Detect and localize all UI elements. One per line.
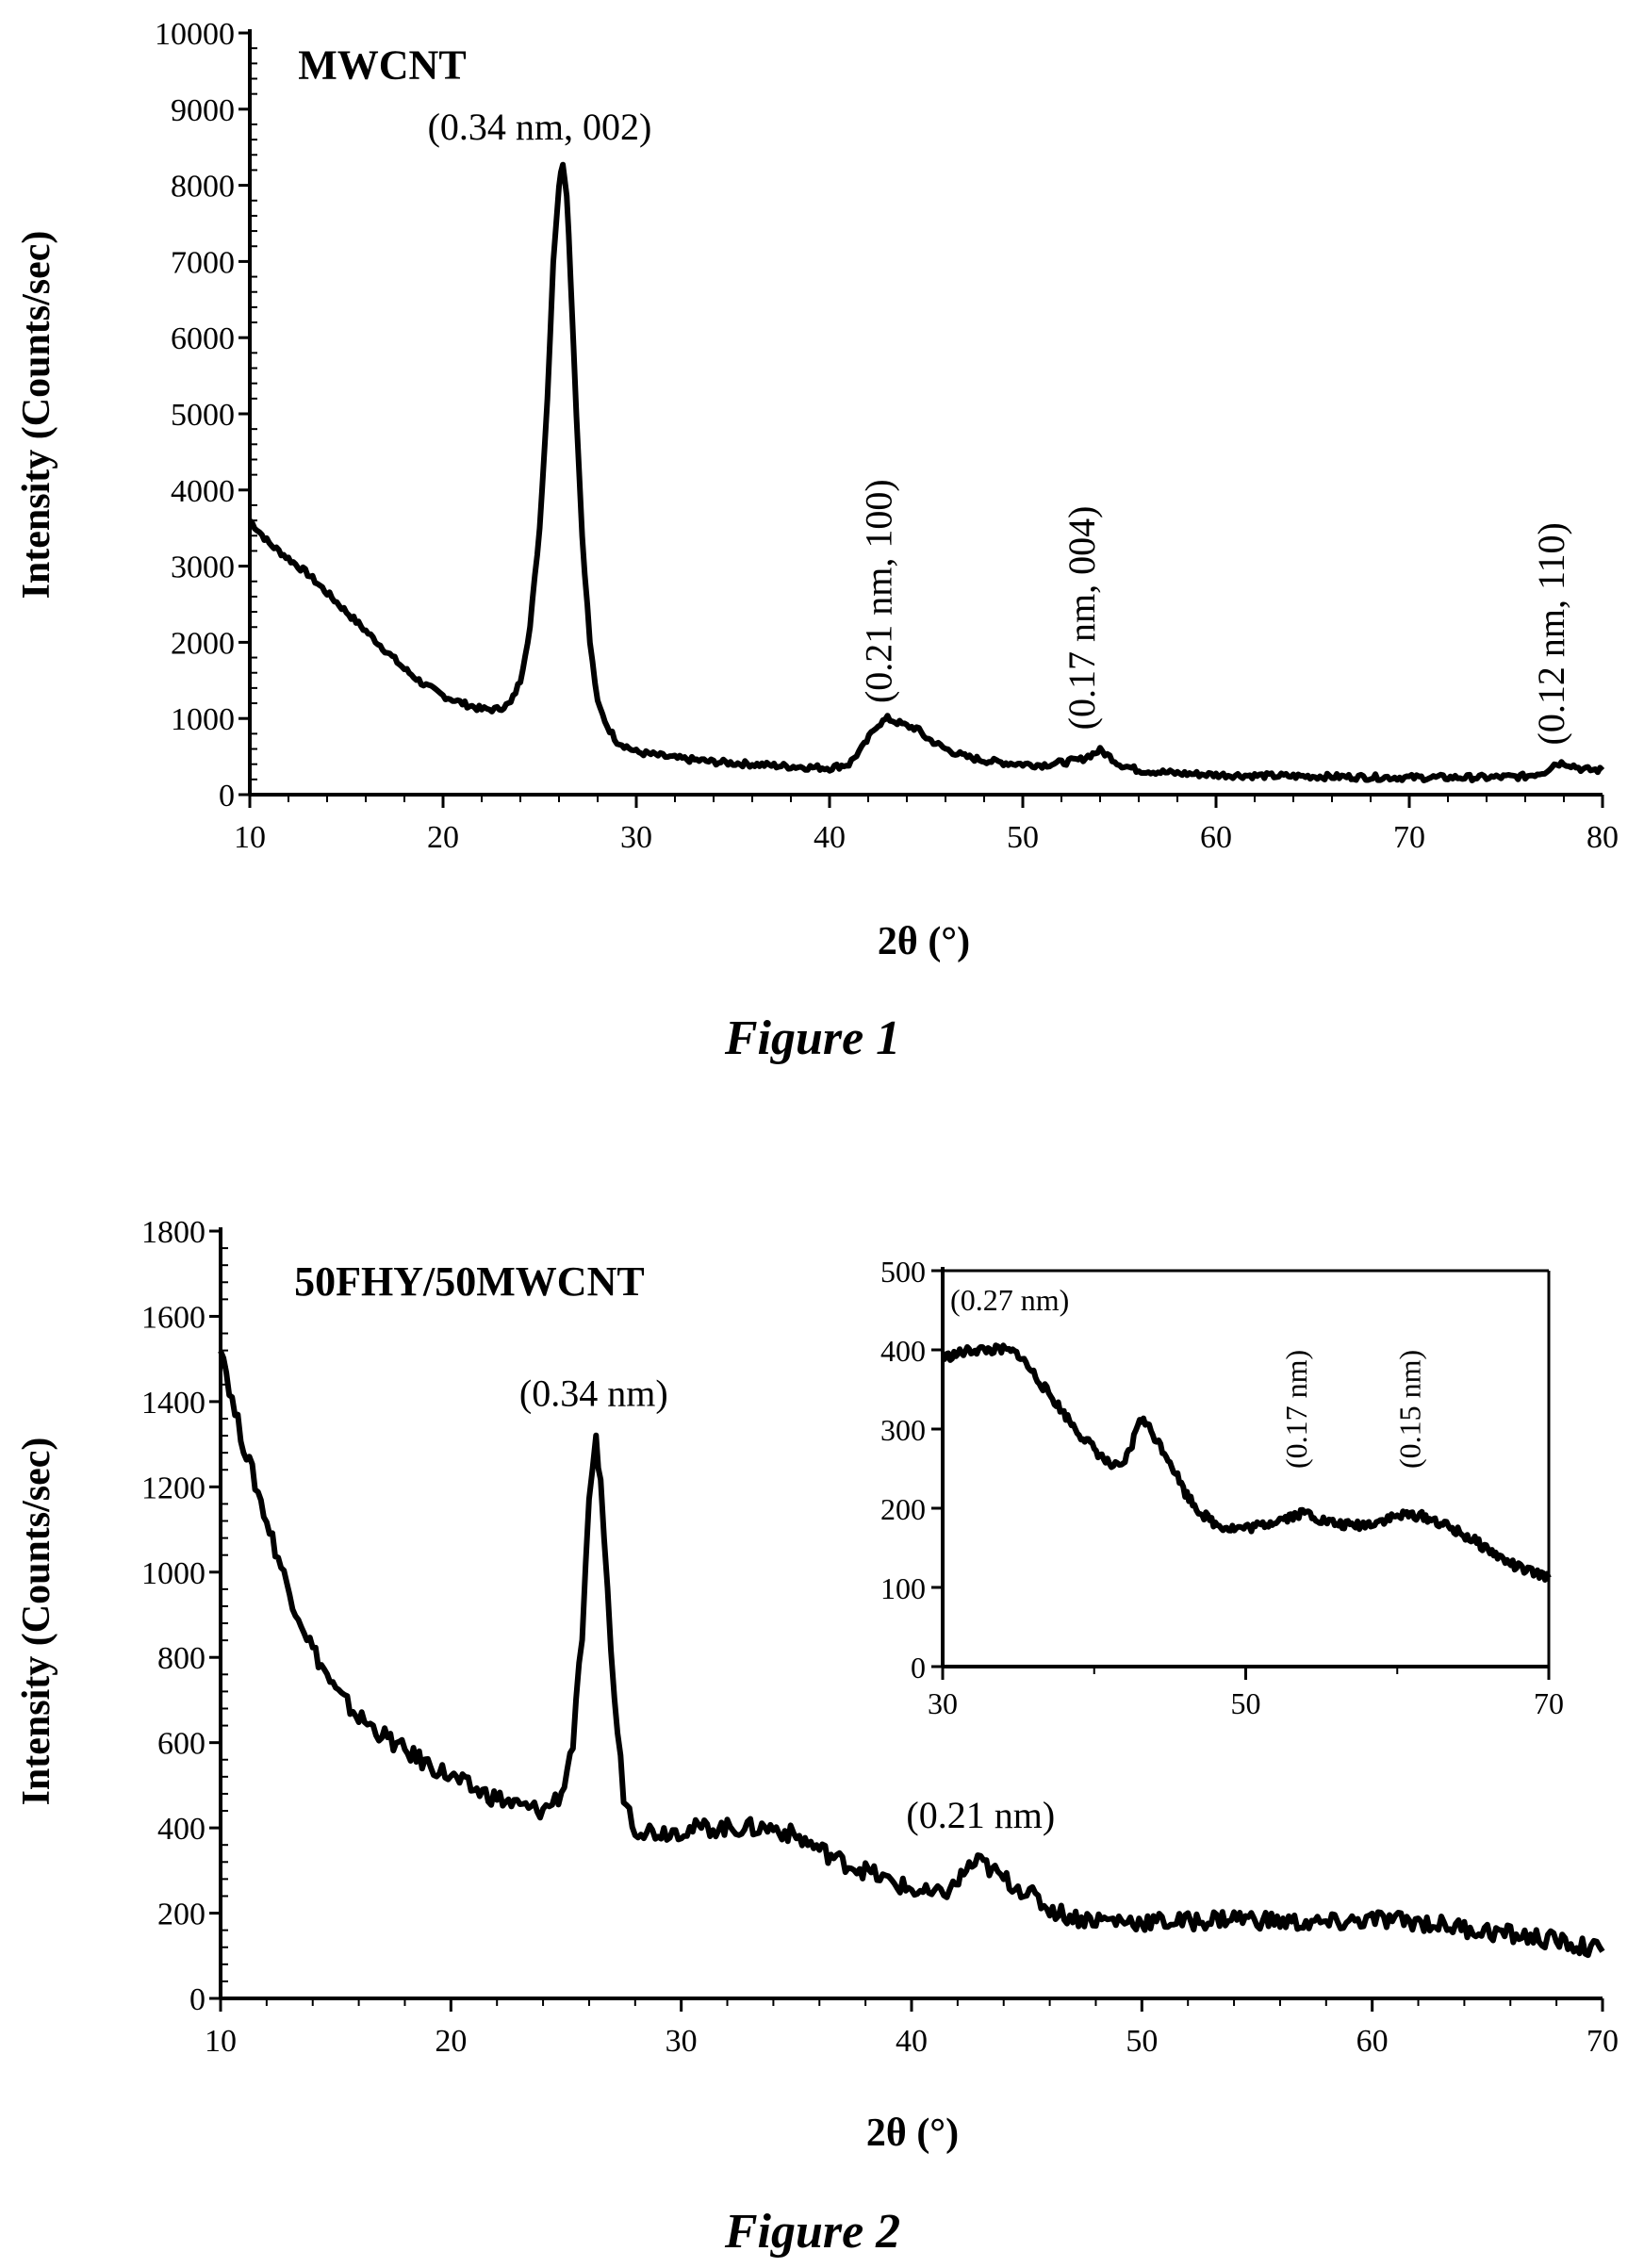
chart-1-annotations: MWCNT (0.34 nm, 002) (0.21 nm, 100) (0.17 n… [298,41,1572,745]
chart-2-annotations: 50FHY/50MWCNT (0.34 nm) (0.21 nm) [294,1258,1055,1836]
inset-annotations: (0.27 nm) (0.17 nm) (0.15 nm) [950,1283,1426,1469]
chart-2-y-tick-label: 1400 [141,1386,206,1421]
chart-1-y-tick-label: 7000 [171,245,235,280]
inset-series-line [940,1342,1552,1583]
chart-1-peak-label: (0.12 nm, 110) [1530,522,1572,745]
chart-1-y-tick-label: 10000 [155,17,235,52]
chart-1-axes [248,29,1603,797]
chart-1-x-axis-title: 2θ (°) [878,920,970,963]
chart-1-series-line [247,161,1605,783]
chart-1-y-tick-label: 2000 [171,626,235,661]
chart-1-tick-labels: 10 20 30 40 50 60 70 80 0 1000 2000 3000 4000 5000 600… [155,17,1619,855]
chart-1-x-tick-label: 30 [620,820,652,855]
chart-2-x-tick-label: 30 [666,2024,698,2059]
chart-1-x-tick-label: 20 [427,820,459,855]
chart-1-y-tick-label: 6000 [171,321,235,356]
chart-2-y-tick-label: 1600 [141,1300,206,1335]
chart-2-x-tick-label: 10 [205,2024,237,2059]
inset-peak-label: (0.15 nm) [1392,1350,1426,1469]
chart-1-y-tick-label: 0 [219,779,235,814]
inset-y-tick-label: 500 [880,1255,926,1289]
chart-2-x-tick-label: 40 [896,2024,928,2059]
inset-peak-label: (0.27 nm) [950,1283,1069,1317]
chart-2-y-tick-label: 800 [157,1641,206,1676]
inset-peak-label: (0.17 nm) [1279,1350,1313,1469]
chart-2-y-tick-label: 1800 [141,1215,206,1250]
inset-y-tick-label: 100 [880,1571,926,1605]
chart-2-tick-labels: 10 20 30 40 50 60 7002004006008001000120014001… [141,1215,1619,2059]
chart-1-peak-label: (0.17 nm, 004) [1060,506,1103,731]
inset-y-tick-label: 300 [880,1413,926,1447]
chart-1-peak-label: (0.34 nm, 002) [428,106,652,148]
chart-2-y-tick-label: 0 [189,1982,206,2017]
chart-1-y-tick-label: 3000 [171,551,235,585]
chart-2-y-tick-label: 200 [157,1898,206,1932]
chart-2-x-tick-label: 60 [1356,2024,1389,2059]
figure-1-caption: Figure 1 [724,1011,900,1065]
chart-1-y-tick-label: 8000 [171,170,235,205]
chart-2-x-tick-label: 70 [1586,2024,1619,2059]
inset-x-tick-label: 30 [928,1686,958,1720]
chart-2-peak-label: (0.21 nm) [906,1794,1055,1836]
chart-2-x-axis-title: 2θ (°) [866,2112,959,2155]
chart-2-inset: 30 50 70 0 100 200 300 400 500 (0.27 nm) (0.17 nm… [880,1255,1564,1720]
inset-background [947,1271,1551,1674]
chart-1-y-tick-label: 5000 [171,398,235,433]
chart-1-x-tick-label: 50 [1007,820,1039,855]
chart-1-sample-label: MWCNT [298,41,466,88]
chart-1-y-tick-label: 1000 [171,702,235,737]
chart-2-x-tick-label: 20 [435,2024,467,2059]
chart-1-y-tick-label: 9000 [171,93,235,128]
chart-2-peak-label: (0.34 nm) [519,1372,668,1414]
inset-x-tick-label: 70 [1534,1686,1564,1720]
chart-2: 10 20 30 40 50 60 7002004006008001000120014001… [15,1215,1619,2259]
chart-1: 10 20 30 40 50 60 70 80 0 1000 2000 3000 4000 5000 600… [15,17,1619,1065]
inset-y-tick-label: 0 [911,1651,926,1685]
chart-1-y-axis-title: Intensity (Counts/sec) [15,231,58,600]
chart-1-ticks [238,31,1604,808]
chart-1-x-tick-label: 60 [1200,820,1232,855]
chart-1-y-tick-label: 4000 [171,474,235,509]
chart-1-peak-label: (0.21 nm, 100) [858,479,900,703]
chart-1-x-tick-label: 40 [814,820,846,855]
chart-2-x-tick-label: 50 [1126,2024,1158,2059]
chart-1-x-tick-label: 10 [234,820,266,855]
chart-1-x-tick-label: 70 [1393,820,1425,855]
figure-2-caption: Figure 2 [724,2205,900,2259]
inset-x-tick-label: 50 [1231,1686,1261,1720]
chart-2-y-tick-label: 1200 [141,1471,206,1505]
chart-2-y-tick-label: 400 [157,1812,206,1847]
chart-2-y-axis-title: Intensity (Counts/sec) [15,1438,58,1806]
inset-tick-labels: 30 50 70 0 100 200 300 400 500 [880,1255,1564,1720]
inset-axes [941,1267,1551,1668]
inset-y-tick-label: 400 [880,1334,926,1368]
chart-2-y-tick-label: 600 [157,1727,206,1762]
chart-2-sample-label: 50FHY/50MWCNT [294,1258,645,1305]
inset-y-tick-label: 200 [880,1492,926,1526]
chart-2-y-tick-label: 1000 [141,1556,206,1591]
chart-1-x-tick-label: 80 [1586,820,1619,855]
chart-2-axes [219,1227,1603,2000]
chart-2-series-line [218,1350,1605,1959]
